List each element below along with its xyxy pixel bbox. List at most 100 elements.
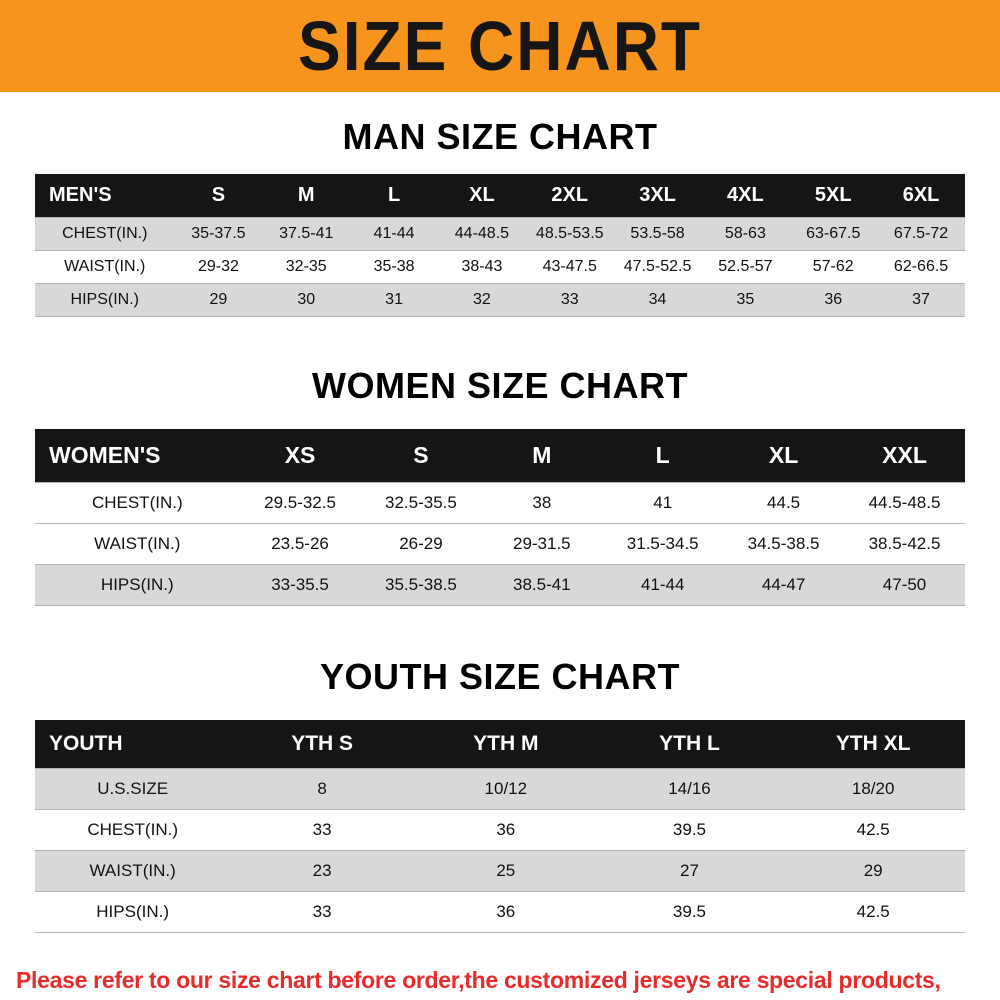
banner-title: SIZE CHART — [298, 7, 702, 85]
table-body-men: CHEST(IN.) 35-37.5 37.5-41 41-44 44-48.5 48.5… — [35, 217, 965, 317]
measurement-row: WAIST(IN.) 23 25 27 29 — [35, 850, 965, 892]
measurement-value: 23.5-26 — [271, 534, 329, 553]
measurement-value: 44-47 — [761, 575, 806, 594]
measurement-value: 34.5-38.5 — [747, 534, 820, 553]
size-column-header: S — [360, 429, 482, 483]
measurement-value: 38-43 — [461, 258, 503, 275]
table-header-row: MEN'S S M L XL 2XL 3XL 4XL 5XL 6XL — [35, 174, 965, 218]
size-column-header: 2XL — [525, 174, 614, 218]
size-chart-section-men: MAN SIZE CHART MEN'S S M L XL 2XL 3XL 4XL 5XL 6XL C… — [0, 116, 1000, 317]
measurement-label: CHEST(IN.) — [91, 493, 183, 512]
measurement-value: 52.5-57 — [718, 258, 773, 275]
measurement-value: 29 — [863, 861, 883, 880]
measurement-label: WAIST(IN.) — [89, 861, 176, 880]
measurement-row: CHEST(IN.) 35-37.5 37.5-41 41-44 44-48.5 48.5… — [35, 217, 965, 251]
measurement-value: 23 — [312, 861, 332, 880]
measurement-value: 47.5-52.5 — [623, 258, 692, 275]
measurement-value: 29-32 — [197, 258, 239, 275]
measurement-value: 35 — [736, 291, 755, 308]
size-column-header: XL — [437, 174, 526, 218]
measurement-label: HIPS(IN.) — [96, 902, 170, 921]
measurement-value: 36 — [824, 291, 843, 308]
measurement-value: 57-62 — [812, 258, 854, 275]
measurement-value: 67.5-72 — [893, 225, 949, 242]
size-table-youth: YOUTH YTH S YTH M YTH L YTH XL U.S.SIZE 8 10/12… — [35, 720, 965, 933]
size-column-header: 4XL — [701, 174, 790, 218]
footer-note: Please refer to our size chart before or… — [0, 963, 1000, 1000]
measurement-row: CHEST(IN.) 33 36 39.5 42.5 — [35, 809, 965, 851]
table-head-youth: YOUTH YTH S YTH M YTH L YTH XL — [35, 720, 965, 769]
measurement-value: 38 — [532, 493, 552, 512]
measurement-value: 29 — [209, 291, 228, 308]
measurement-value: 58-63 — [724, 225, 766, 242]
measurement-value: 25 — [496, 861, 516, 880]
measurement-value: 35-38 — [373, 258, 415, 275]
measurement-value: 32-35 — [285, 258, 327, 275]
measurement-row: HIPS(IN.) 33-35.5 35.5-38.5 38.5-41 41-44 44-… — [35, 564, 965, 606]
table-header-row: YOUTH YTH S YTH M YTH L YTH XL — [35, 720, 965, 769]
table-header-row: WOMEN'S XS S M L XL XXL — [35, 429, 965, 483]
table-head-men: MEN'S S M L XL 2XL 3XL 4XL 5XL 6XL — [35, 174, 965, 218]
measurement-label: HIPS(IN.) — [100, 575, 174, 594]
size-column-header: XXL — [844, 429, 965, 483]
size-table-men: MEN'S S M L XL 2XL 3XL 4XL 5XL 6XL CHEST(IN.) 35-37… — [35, 174, 965, 317]
measurement-label: HIPS(IN.) — [70, 291, 139, 308]
measurement-label: WAIST(IN.) — [64, 258, 146, 275]
section-heading-men: MAN SIZE CHART — [342, 116, 658, 157]
measurement-value: 32.5-35.5 — [385, 493, 457, 512]
measurement-value: 63-67.5 — [806, 225, 861, 242]
measurement-value: 39.5 — [672, 820, 707, 839]
section-heading-women: WOMEN SIZE CHART — [312, 365, 688, 406]
measurement-row: WAIST(IN.) 23.5-26 26-29 29-31.5 31.5-34.5 34… — [35, 523, 965, 565]
size-column-header: M — [262, 174, 351, 218]
size-column-header: XL — [723, 429, 845, 483]
measurement-value: 35-37.5 — [191, 225, 246, 242]
measurement-value: 39.5 — [672, 902, 707, 921]
size-column-header: YTH L — [597, 720, 782, 769]
banner: SIZE CHART — [0, 0, 1000, 92]
measurement-value: 41-44 — [373, 225, 415, 242]
size-column-header: YTH S — [230, 720, 414, 769]
size-column-header: L — [350, 174, 438, 218]
measurement-value: 35.5-38.5 — [385, 575, 457, 594]
table-body-youth: U.S.SIZE 8 10/12 14/16 18/20 CHEST(IN.) 33 36 39… — [35, 768, 965, 933]
size-column-header: M — [481, 429, 603, 483]
measurement-value: 34 — [648, 291, 667, 308]
size-column-header: S — [174, 174, 263, 218]
measurement-row: WAIST(IN.) 29-32 32-35 35-38 38-43 43-47.5 47.… — [35, 250, 965, 284]
measurement-value: 42.5 — [856, 820, 890, 839]
measurement-value: 44-48.5 — [454, 225, 510, 242]
size-column-header: L — [602, 429, 724, 483]
measurement-value: 32 — [473, 291, 491, 308]
measurement-value: 37 — [912, 291, 930, 308]
measurement-value: 33 — [560, 291, 579, 308]
table-head-women: WOMEN'S XS S M L XL XXL — [35, 429, 965, 483]
measurement-value: 27 — [680, 861, 699, 880]
measurement-value: 8 — [317, 779, 327, 798]
measurement-value: 41 — [653, 493, 673, 512]
size-column-header: YTH XL — [781, 720, 965, 769]
measurement-label: CHEST(IN.) — [87, 820, 178, 839]
measurement-value: 33-35.5 — [271, 575, 329, 594]
measurement-row: U.S.SIZE 8 10/12 14/16 18/20 — [35, 768, 965, 810]
measurement-value: 29.5-32.5 — [264, 493, 336, 512]
section-heading-youth: YOUTH SIZE CHART — [319, 656, 680, 697]
measurement-value: 44.5-48.5 — [868, 493, 941, 512]
measurement-value: 31 — [385, 291, 403, 308]
measurement-value: 38.5-41 — [512, 575, 571, 594]
footer-line-1: Please refer to our size chart before or… — [16, 967, 941, 993]
measurement-value: 43-47.5 — [542, 258, 597, 275]
measurement-row: HIPS(IN.) 29 30 31 32 33 34 35 36 37 — [35, 283, 965, 317]
measurement-value: 10/12 — [484, 779, 528, 798]
measurement-label: WAIST(IN.) — [94, 534, 181, 553]
size-table-women: WOMEN'S XS S M L XL XXL CHEST(IN.) 29.5-32.5 32.5… — [35, 429, 965, 606]
measurement-value: 37.5-41 — [279, 225, 334, 242]
measurement-value: 62-66.5 — [893, 258, 949, 275]
measurement-value: 36 — [496, 820, 516, 839]
measurement-value: 44.5 — [767, 493, 801, 512]
table-corner-header: YOUTH — [35, 720, 231, 769]
measurement-value: 48.5-53.5 — [535, 225, 604, 242]
table-body-women: CHEST(IN.) 29.5-32.5 32.5-35.5 38 41 44.5 44.5… — [35, 482, 965, 606]
size-column-header: 5XL — [789, 174, 878, 218]
measurement-value: 33 — [312, 820, 332, 839]
